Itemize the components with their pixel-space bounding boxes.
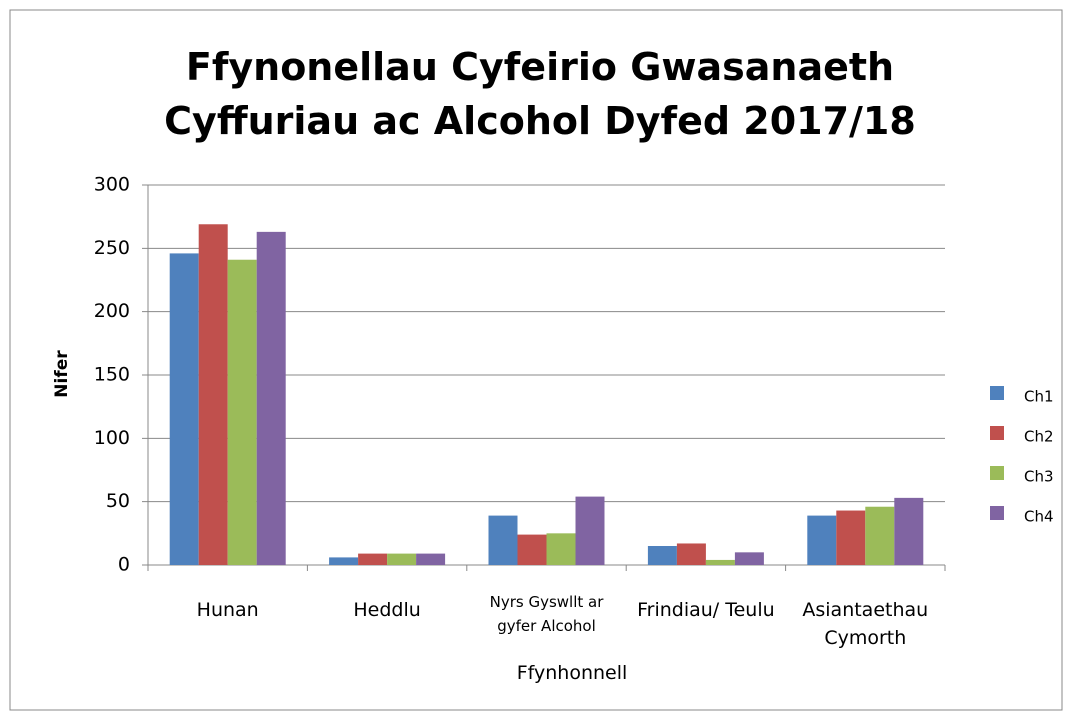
bar [227, 259, 257, 565]
bar [734, 552, 764, 565]
y-tick-label: 50 [106, 490, 130, 512]
bar [575, 496, 605, 565]
bar [256, 231, 286, 565]
x-tick-label: Heddlu [353, 599, 421, 621]
legend-swatch [990, 506, 1004, 520]
x-tick-label: Asiantaethau Cymorth [802, 599, 929, 649]
bar [894, 497, 924, 565]
y-tick-label: 100 [94, 427, 130, 449]
chart-title: Ffynonellau Cyfeirio Gwasanaeth Cyffuria… [164, 45, 916, 143]
bar [416, 553, 446, 565]
x-axis-title: Ffynhonnell [516, 662, 628, 684]
legend-label: Ch1 [1024, 388, 1054, 406]
bar [358, 553, 388, 565]
bar [807, 515, 837, 565]
y-tick-label: 150 [94, 364, 130, 386]
bar [676, 543, 706, 565]
legend-swatch [990, 386, 1004, 400]
x-tick-label: Frindiau/ Teulu [637, 599, 775, 621]
bar [169, 253, 199, 565]
y-tick-label: 0 [118, 554, 130, 576]
y-tick-label: 300 [94, 174, 130, 196]
bar [865, 506, 895, 565]
frame [9, 9, 1063, 711]
legend-label: Ch4 [1024, 508, 1054, 526]
bar [836, 510, 866, 565]
legend-label: Ch3 [1024, 468, 1054, 486]
y-tick-label: 200 [94, 300, 130, 322]
bar [647, 546, 677, 565]
legend-swatch [990, 426, 1004, 440]
legend-label: Ch2 [1024, 428, 1054, 446]
bar [546, 533, 576, 565]
bar [705, 559, 735, 565]
bar [198, 224, 228, 565]
y-axis-title: Nifer [52, 350, 72, 398]
bar [329, 557, 359, 565]
bar [387, 553, 417, 565]
bar [488, 515, 518, 565]
legend-swatch [990, 466, 1004, 480]
x-tick-label: Hunan [196, 599, 259, 621]
x-tick-label: Nyrs Gyswllt ar gyfer Alcohol [489, 593, 604, 635]
y-tick-label: 250 [94, 237, 130, 259]
bar [517, 534, 547, 565]
